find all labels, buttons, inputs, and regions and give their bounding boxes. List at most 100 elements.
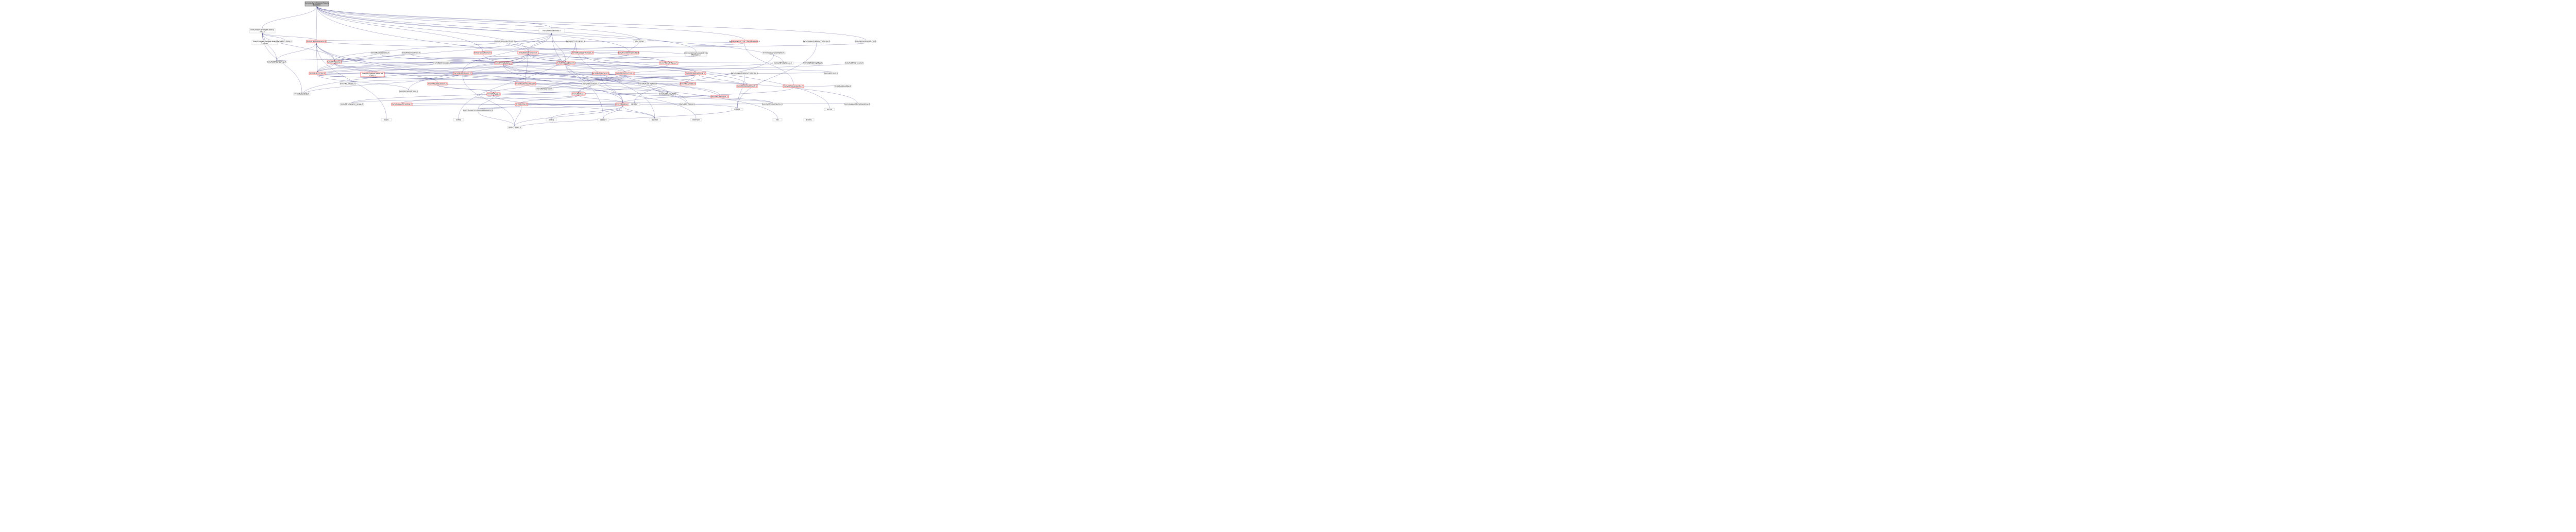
node-support-attorder[interactable]: llvm/Support/AtomicOrdering.h — [731, 72, 758, 75]
node-list[interactable]: list — [772, 118, 783, 122]
node-tuple[interactable]: tuple — [381, 118, 392, 122]
include-edge — [317, 74, 409, 91]
node-vector[interactable]: vector — [824, 108, 835, 111]
include-edge — [316, 6, 629, 52]
node-adt-optional[interactable]: llvm/ADT/Optional.h — [772, 61, 794, 65]
node-ir-basicblock[interactable]: llvm/IR/BasicBlock.h — [556, 61, 575, 65]
node-ir-constant[interactable]: llvm/IR/Constant.h — [582, 82, 600, 85]
node-ir-instrtypes[interactable]: llvm/IR/InstrTypes.h — [659, 61, 679, 65]
node-support-casting[interactable]: llvm/Support/Casting.h — [391, 102, 413, 106]
node-ir-passmanager[interactable]: llvm/IR/PassManager.h — [306, 40, 327, 43]
node-ir-value[interactable]: llvm/IR/Value.h — [615, 102, 631, 106]
node-ir-intrinsics[interactable]: llvm/IR/Intrinsics.h — [432, 61, 451, 65]
node-support-cbinding[interactable]: llvm/Support/CBindingWrapping.h — [463, 109, 493, 112]
node-adt-ilist-node[interactable]: llvm/ADT/ilist_node.h — [844, 61, 864, 65]
node-ir-instructions[interactable]: llvm/IR/Instructions.h — [517, 51, 539, 55]
node-box — [834, 84, 852, 88]
include-edge — [462, 32, 552, 73]
node-label: llvm/IR/Attributes.h — [454, 73, 471, 75]
node-ir-use[interactable]: llvm/IR/Use.h — [515, 102, 528, 106]
node-adt-twine[interactable]: llvm/ADT/Twine.h — [680, 102, 695, 106]
node-ir-derivedtypes[interactable]: llvm/IR/DerivedTypes.h — [515, 82, 536, 85]
node-iterator[interactable]: iterator — [649, 118, 661, 122]
node-adt-stringmap[interactable]: llvm/ADT/StringMap.h — [804, 61, 823, 65]
node-box — [517, 51, 539, 55]
node-box — [803, 40, 830, 43]
include-edge — [482, 54, 858, 104]
node-box — [571, 51, 594, 55]
node-label: llvm/ADT/StringRef.h — [638, 83, 656, 85]
node-ir-passbuilder[interactable]: llvm/IR/PassBuilder.h — [538, 28, 565, 33]
node-box — [855, 40, 876, 43]
node-ir-globalvariable[interactable]: llvm/IR/GlobalVariable.h — [571, 51, 594, 55]
node-ir-valuemap[interactable]: llvm/IR/ValueMap.h — [834, 84, 852, 88]
node-ir-datalayout[interactable]: llvm/IR/DataLayout.h — [427, 82, 448, 85]
node-ir-metadata[interactable]: llvm/IR/Metadata.h — [494, 61, 513, 65]
include-edge — [316, 6, 697, 52]
include-edge — [462, 61, 784, 75]
node-ir-operandtraits[interactable]: llvm/IR/OperandTraits.h — [494, 40, 516, 43]
node-support-ordering[interactable]: llvm/Support/AtomicOrdering.h — [803, 40, 831, 43]
node-label: llvm/IR/Operator.h — [537, 88, 553, 90]
node-ir-valuehandle[interactable]: llvm/IR/ValueHandle.h — [783, 84, 804, 88]
node-densemap[interactable]: llvm/ADT/DenseMap.h — [267, 60, 286, 64]
node-ir-globalalias[interactable]: llvm/IR/GlobalAlias.h — [370, 51, 390, 55]
node-cstdint[interactable]: cstdint — [731, 108, 743, 111]
node-atomic[interactable]: atomic — [803, 118, 815, 122]
node-label: llvm/IR/User.h — [572, 93, 584, 95]
node-cstddef[interactable]: cstddef — [628, 102, 640, 106]
node-string[interactable]: string — [546, 118, 557, 122]
include-edge — [667, 95, 773, 104]
node-ir-module[interactable]: llvm/IR/Module.h — [327, 60, 342, 64]
node-analysis-cgscc[interactable]: llvm/Analysis/CGSCCPassManager.h — [729, 40, 760, 43]
node-ir-callsite[interactable]: llvm/IR/CallSite.h — [293, 92, 311, 96]
node-support-errorhandling[interactable]: llvm/Support/ErrorHandling.h — [844, 102, 870, 106]
node-ir-callingconv[interactable]: llvm/IR/CallingConv.h — [399, 90, 418, 93]
node-ir-operator[interactable]: llvm/IR/Operator.h — [535, 87, 554, 91]
node-ir-attributes[interactable]: llvm/IR/Attributes.h — [453, 72, 472, 75]
node-ir-globalobject[interactable]: llvm/IR/GlobalObject.h — [736, 84, 758, 88]
node-adt-iterator-range[interactable]: llvm/ADT/iterator_range.h — [340, 102, 364, 106]
node-memory[interactable]: memory — [690, 118, 702, 122]
node-label: Traits.h — [369, 75, 376, 77]
node-ir-type[interactable]: llvm/IR/Type.h — [486, 92, 501, 96]
node-label: llvm/IR/CallingConv.h — [399, 91, 418, 93]
node-label: llvm/IR/InstrTypes.h — [660, 62, 677, 64]
node-box — [546, 118, 557, 122]
node-box — [582, 82, 600, 85]
node-cassert[interactable]: cassert — [597, 118, 609, 122]
node-ir-comdat[interactable]: llvm/IR/Comdat.h — [680, 82, 696, 85]
node-box — [306, 40, 327, 43]
node-ir-globalvalue[interactable]: llvm/IR/GlobalValue.h — [685, 72, 706, 75]
node-ir-function[interactable]: llvm/IR/Function.h — [309, 72, 326, 75]
node-ir-argument[interactable]: llvm/IR/Argument.h — [592, 72, 609, 75]
node-box — [463, 109, 493, 112]
node-ir-debugloc[interactable]: llvm/IR/DebugLoc.h — [710, 95, 729, 98]
node-support-passplugin[interactable]: llvm/Passes/PassPlugin.h — [855, 40, 876, 43]
include-edge — [624, 64, 669, 73]
node-utility[interactable]: utility — [453, 118, 464, 122]
node-adt-arrayref[interactable]: llvm/ADT/ArrayRef.h — [659, 92, 676, 96]
node-ir-user[interactable]: llvm/IR/User.h — [571, 92, 586, 96]
node-adt-stlextras[interactable]: llvm/ADT/STLExtras.h — [566, 40, 585, 43]
node-adt-ilist[interactable]: llvm/ADT/ilist.h — [824, 72, 838, 75]
node-functional[interactable]: functional — [633, 40, 646, 43]
node-ir-globalifunc[interactable]: llvm/IR/GlobalIFunc.h — [401, 51, 421, 55]
node-c-extern[interactable]: llvm/Support/Compiler.h — [762, 51, 786, 55]
node-ir-instr[interactable]: llvm/IR/Instruction.h — [615, 72, 635, 75]
node-adt-smallvector[interactable]: llvm/ADT/SmallVector.h — [762, 102, 783, 106]
node-label: llvm/IR/Constant.h — [583, 83, 599, 85]
node-support-error[interactable]: llvm/Support/Error.h — [473, 51, 492, 55]
node-c-types[interactable]: llvm-c/Types.h — [507, 126, 522, 129]
node-ir-triple[interactable]: llvm/ADT/Triple.h — [276, 40, 293, 43]
node-box — [592, 72, 609, 75]
node-ir-linkage[interactable]: llvm/IR/Linkage.h — [340, 82, 356, 85]
node-transforms-scalar[interactable]: llvm/Transforms/Scalar.h — [618, 51, 639, 55]
node-box — [571, 92, 586, 96]
node-box — [399, 90, 418, 93]
node-adt-stringref[interactable]: llvm/ADT/StringRef.h — [638, 82, 657, 85]
